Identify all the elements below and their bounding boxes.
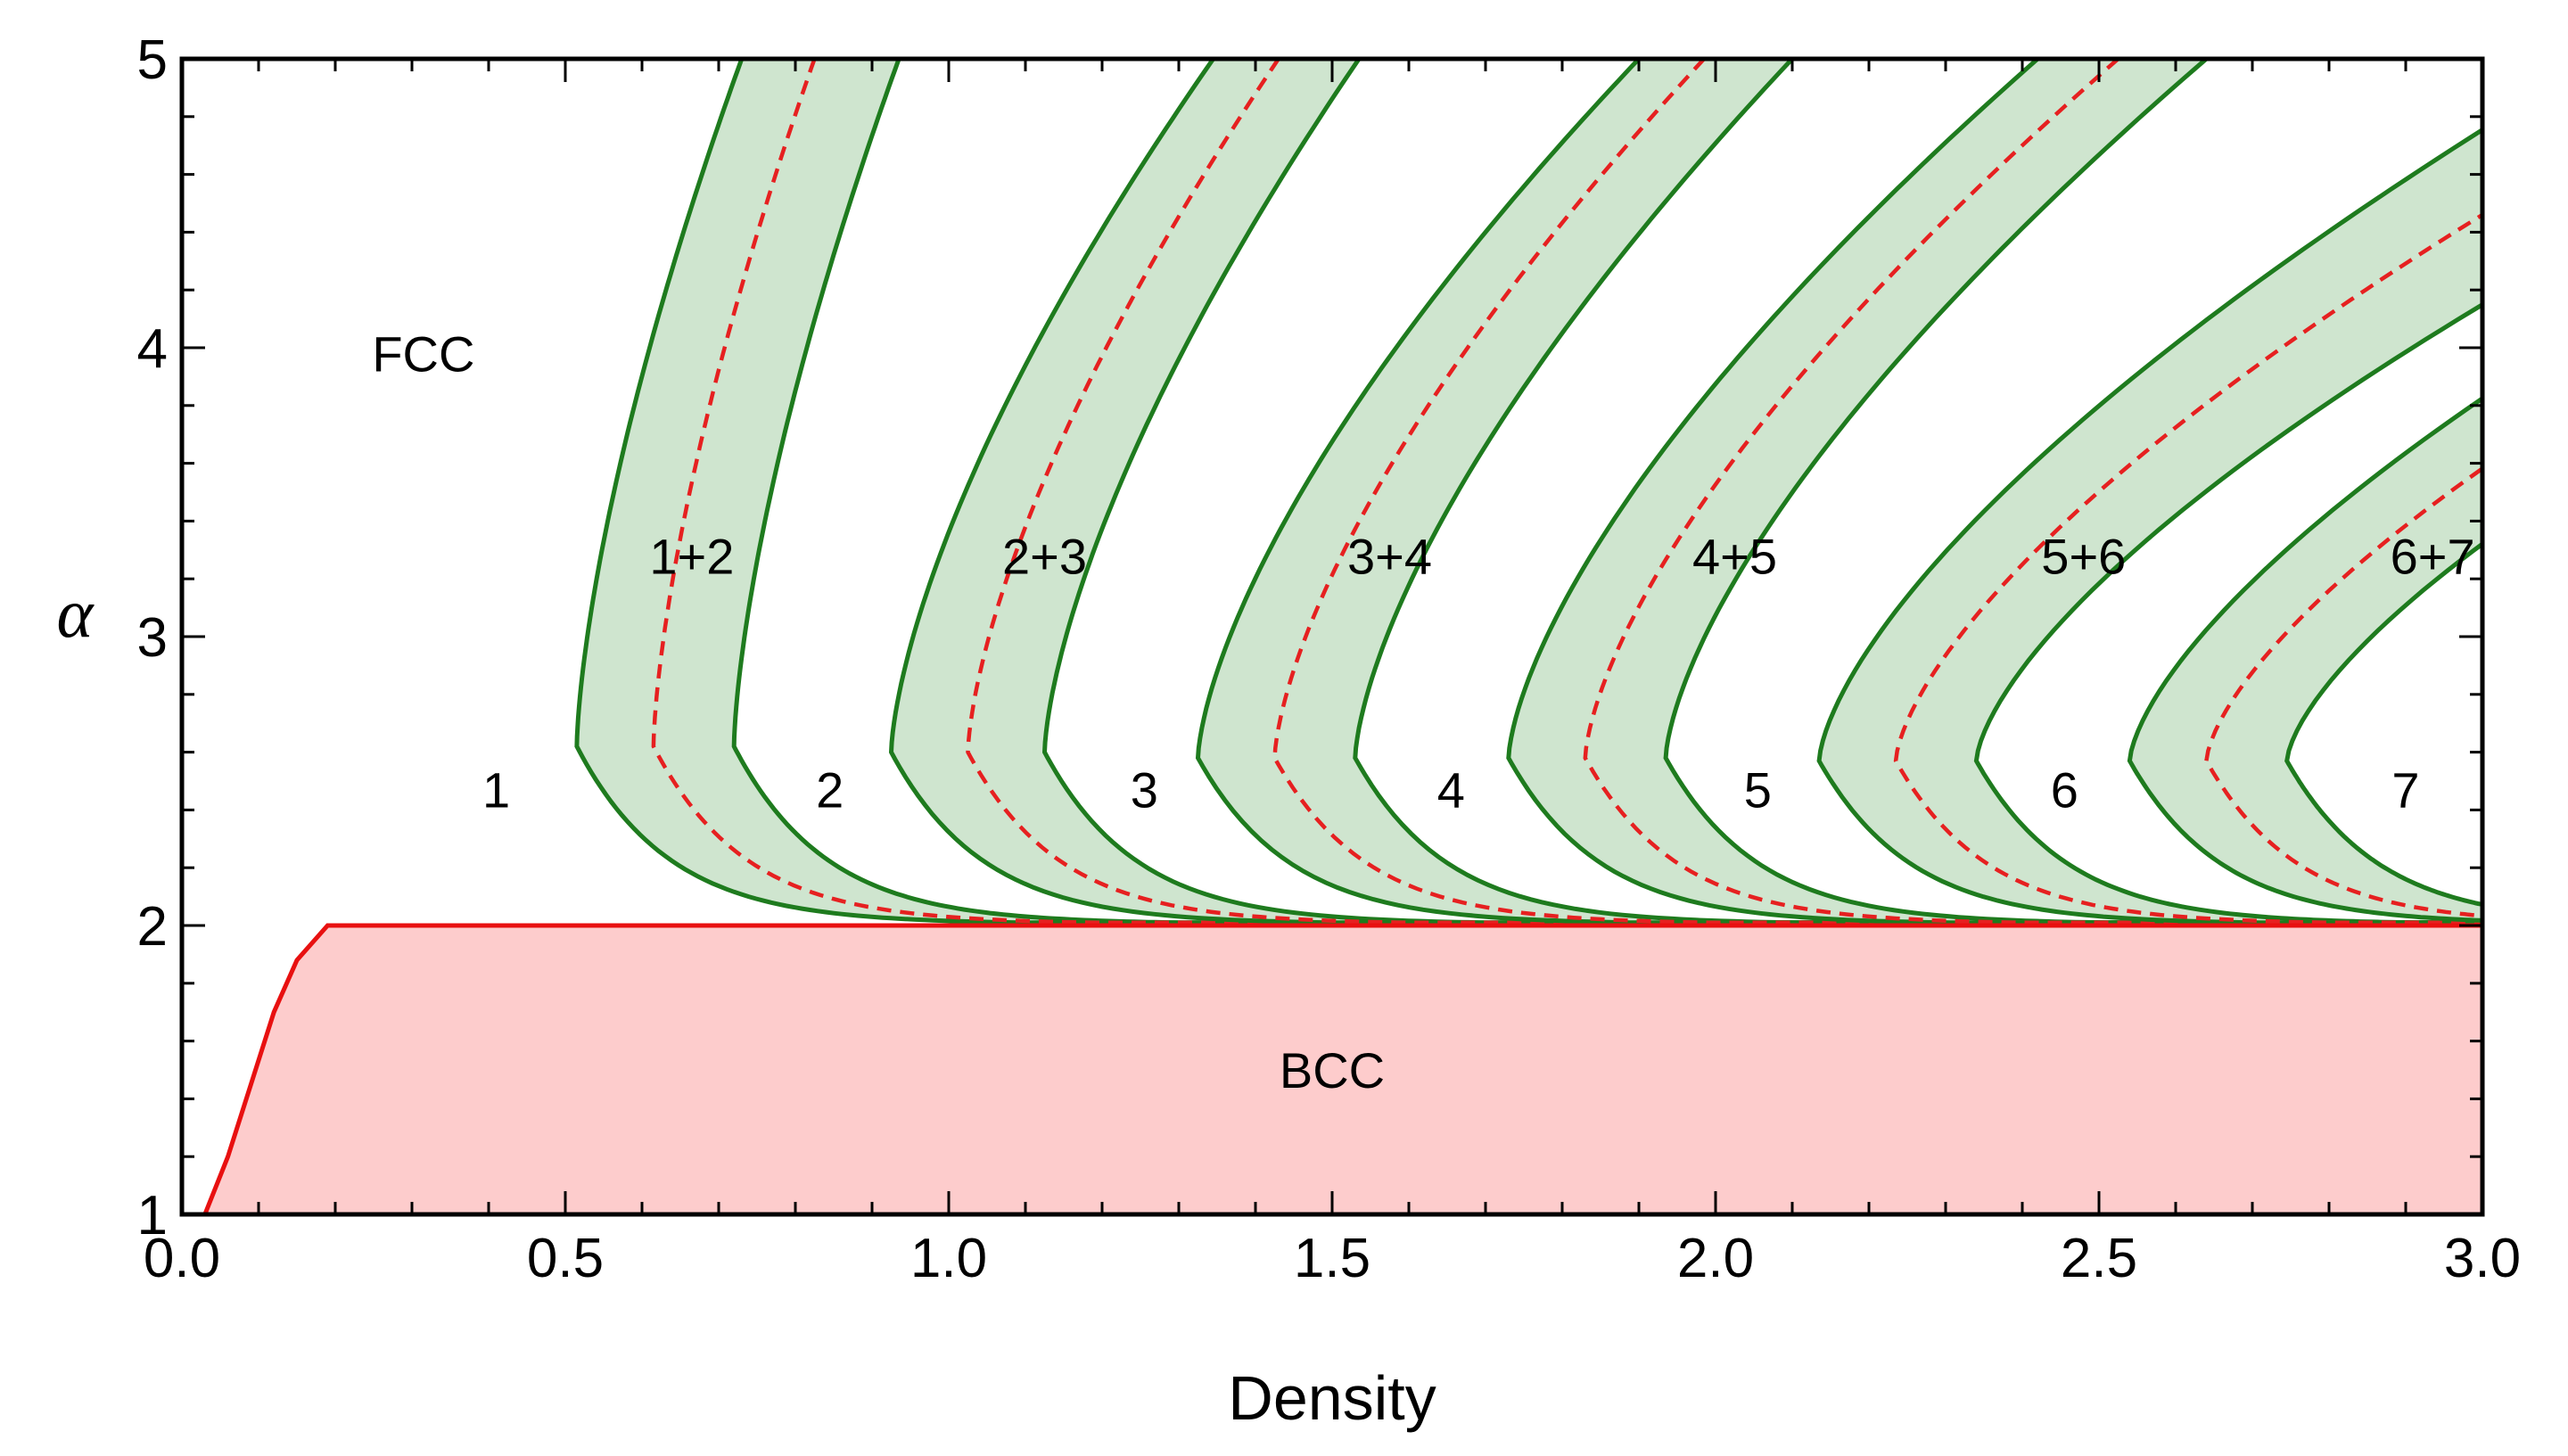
phase-label-7: 7 [2391, 762, 2419, 818]
band-label-4+5: 4+5 [1692, 528, 1777, 584]
band-right-line-1+2 [731, 59, 1272, 925]
band-dashed-line-1+2 [651, 59, 1272, 925]
band-dashed-line-6+7 [2204, 465, 2482, 918]
bcc-label: BCC [1280, 1042, 1385, 1098]
x-tick-label: 1.5 [1294, 1228, 1370, 1289]
band-right-line-5+6 [1973, 301, 2482, 925]
y-axis-title: α [57, 574, 95, 652]
y-tick-label: 3 [137, 607, 168, 669]
phase-label-FCC: FCC [372, 325, 474, 382]
phase-label-6: 6 [2051, 762, 2078, 818]
band-label-3+4: 3+4 [1347, 528, 1432, 584]
y-tick-label: 1 [137, 1185, 168, 1246]
bcc-boundary-line [202, 923, 2482, 1214]
phase-label-1: 1 [482, 762, 510, 818]
band-fill-5+6 [1819, 129, 2482, 923]
region-labels: BCC 1+2 2+3 3+4 4+5 5+6 6+7 FCC 1 2 3 4 5 6 7 [372, 325, 2474, 1098]
band-label-2+3: 2+3 [1002, 528, 1087, 584]
axes: 0.0 0.5 1.0 1.5 2.0 2.5 3.0 1 2 3 4 5 [137, 29, 2522, 1289]
x-tick-label: 3.0 [2444, 1228, 2521, 1289]
band-dashed-line-4+5 [1583, 59, 2482, 925]
y-tick-label: 2 [137, 896, 168, 958]
band-label-6+7: 6+7 [2391, 528, 2475, 584]
x-tick-label: 0.5 [527, 1228, 604, 1289]
bcc-region-fill [204, 925, 2482, 1214]
band-4+5 [1506, 59, 2482, 925]
plot-area [202, 59, 2482, 1214]
band-dashed-line-5+6 [1893, 212, 2482, 925]
band-dashed-line-2+3 [966, 59, 1869, 925]
phase-label-5: 5 [1744, 762, 1772, 818]
band-label-1+2: 1+2 [649, 528, 734, 584]
y-tick-label: 5 [137, 29, 168, 91]
phase-label-2: 2 [816, 762, 844, 818]
band-left-line-6+7 [2127, 395, 2482, 923]
phase-label-3: 3 [1131, 762, 1158, 818]
band-fill-1+2 [576, 59, 1272, 923]
y-tick-label: 4 [137, 318, 168, 380]
x-tick-label: 2.0 [1677, 1228, 1754, 1289]
band-fill-6+7 [2129, 398, 2482, 921]
x-tick-label: 1.0 [910, 1228, 987, 1289]
band-1+2 [574, 59, 1272, 925]
x-tick-label: 0.0 [144, 1228, 220, 1289]
band-6+7 [2127, 395, 2482, 923]
band-5+6 [1816, 127, 2482, 925]
phase-label-4: 4 [1437, 762, 1465, 818]
band-fill-4+5 [1508, 59, 2482, 923]
band-fill-2+3 [891, 59, 1869, 923]
band-left-line-5+6 [1816, 127, 2482, 925]
band-label-5+6: 5+6 [2041, 528, 2126, 584]
x-axis-title: Density [1228, 1363, 1436, 1433]
x-tick-label: 2.5 [2061, 1228, 2137, 1289]
band-right-line-6+7 [2284, 540, 2482, 908]
